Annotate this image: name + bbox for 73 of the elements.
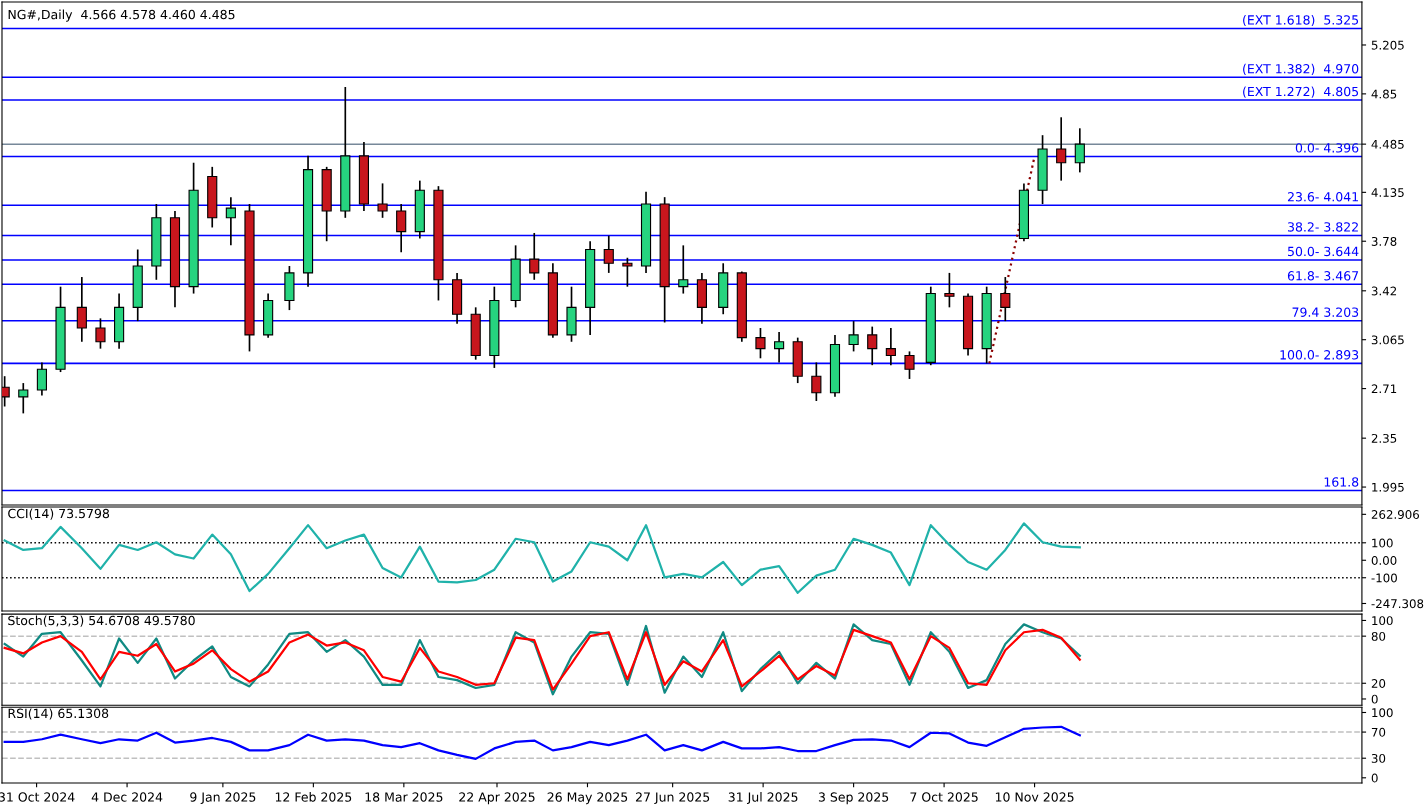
candlestick bbox=[603, 234, 614, 274]
candlestick bbox=[774, 331, 785, 364]
annotation: 0.0- 4.396 bbox=[1295, 143, 1359, 153]
chart-title: RSI(14) 65.1308 bbox=[8, 708, 109, 720]
y-tick-label: 2.35 bbox=[1371, 433, 1397, 443]
x-tick-label: 31 Jul 2025 bbox=[728, 792, 798, 805]
candlestick bbox=[95, 317, 106, 350]
y-tick-label: 3.42 bbox=[1371, 286, 1397, 296]
text: NG#,Daily 4.566 4.578 4.460 4.485 bbox=[8, 9, 235, 22]
line-series bbox=[3, 522, 1081, 594]
y-tick-label: 0 bbox=[1371, 773, 1378, 783]
annotation: 23.6- 4.041 bbox=[1287, 192, 1358, 202]
x-tick-label: 26 May 2025 bbox=[547, 792, 628, 805]
annotation: (EXT 1.272) 4.805 bbox=[1243, 86, 1359, 98]
annotation: 100.0- 2.893 bbox=[1280, 350, 1359, 360]
y-tick-label: 3.78 bbox=[1371, 236, 1397, 246]
y-tick-label: 70 bbox=[1371, 727, 1386, 737]
y-tick-label: 30 bbox=[1371, 753, 1386, 763]
y-tick-label: 262.906 bbox=[1371, 510, 1420, 519]
y-tick-label: 20 bbox=[1371, 678, 1386, 688]
y-tick-label: 4.135 bbox=[1371, 188, 1404, 197]
candlestick bbox=[811, 361, 822, 402]
annotation: 50.0- 3.644 bbox=[1288, 246, 1359, 257]
annotation: 79.4 3.203 bbox=[1292, 307, 1359, 317]
y-tick-label: 100 bbox=[1372, 538, 1393, 548]
candlestick bbox=[678, 244, 689, 295]
candlestick bbox=[622, 256, 633, 288]
annotation: 161.8 bbox=[1324, 477, 1359, 487]
annotation: 38.2- 3.822 bbox=[1287, 222, 1358, 232]
annotation: (EXT 1.618) 5.325 bbox=[1243, 14, 1359, 27]
x-tick-label: 7 Oct 2025 bbox=[910, 792, 978, 802]
candlestick bbox=[225, 196, 236, 247]
candlestick bbox=[755, 327, 766, 360]
candlestick bbox=[1000, 276, 1011, 322]
y-tick-label: -100 bbox=[1371, 573, 1397, 583]
candlestick bbox=[944, 272, 955, 309]
annotation: 61.8- 3.467 bbox=[1287, 271, 1359, 281]
x-tick-label: 4 Dec 2024 bbox=[91, 792, 163, 802]
y-tick-label: 1.995 bbox=[1372, 482, 1404, 492]
y-tick-label: 0.00 bbox=[1371, 555, 1397, 565]
candlestick bbox=[76, 276, 87, 343]
candlestick bbox=[867, 325, 878, 367]
x-tick-label: 10 Nov 2025 bbox=[995, 792, 1074, 802]
x-tick-label: 22 Apr 2025 bbox=[459, 792, 535, 805]
candlestick bbox=[18, 382, 29, 415]
annotation: (EXT 1.382) 4.970 bbox=[1243, 63, 1359, 76]
candlestick bbox=[529, 232, 540, 281]
candlestick bbox=[1056, 116, 1067, 182]
x-tick-label: 12 Feb 2025 bbox=[275, 792, 352, 802]
y-tick-label: 80 bbox=[1371, 631, 1386, 641]
y-tick-label: 100 bbox=[1372, 708, 1393, 718]
line-series bbox=[3, 725, 1081, 760]
x-tick-label: 3 Sep 2025 bbox=[818, 792, 889, 805]
candlestick bbox=[396, 203, 407, 254]
candlestick bbox=[885, 327, 896, 367]
y-tick-label: 3.065 bbox=[1371, 335, 1404, 345]
y-tick-label: 5.205 bbox=[1371, 40, 1404, 50]
y-tick-label: 4.485 bbox=[1371, 139, 1404, 149]
candlestick bbox=[1074, 127, 1085, 174]
x-tick-label: 18 Mar 2025 bbox=[365, 792, 443, 802]
y-tick-label: 4.85 bbox=[1371, 89, 1397, 99]
candlestick bbox=[36, 361, 47, 397]
candlestick bbox=[904, 350, 915, 380]
y-tick-label: 100 bbox=[1372, 616, 1393, 626]
y-tick-label: 2.71 bbox=[1371, 384, 1397, 394]
x-tick-label: 9 Jan 2025 bbox=[190, 792, 256, 805]
x-tick-label: 27 Jun 2025 bbox=[635, 792, 710, 805]
candlestick bbox=[377, 182, 388, 219]
y-tick-label: -247.308 bbox=[1371, 599, 1424, 609]
y-tick-label: 0 bbox=[1371, 694, 1378, 704]
chart-title: Stoch(5,3,3) 54.6708 49.5780 bbox=[8, 615, 195, 627]
candlestick bbox=[848, 320, 859, 353]
chart-title: CCI(14) 73.5798 bbox=[8, 508, 110, 520]
